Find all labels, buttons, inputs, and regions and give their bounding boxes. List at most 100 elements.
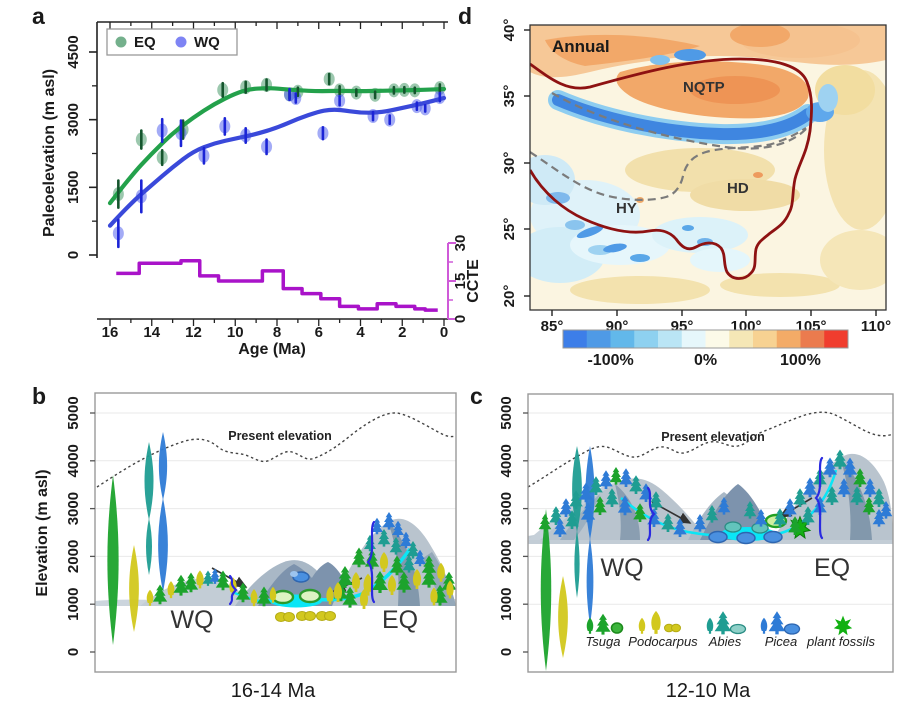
map-annual-label: Annual <box>552 37 610 56</box>
colorbar-segment <box>705 330 730 348</box>
elevation-range-brace <box>814 456 824 540</box>
panel-b-y-ticks: 0 1000 2000 3000 4000 5000 <box>65 396 95 656</box>
wq-label: WQ <box>170 606 213 634</box>
x-tick-label: 10 <box>227 324 244 341</box>
colorbar-label: 0% <box>694 352 717 369</box>
map-y-tick-label: 30° <box>501 152 518 175</box>
y-tick-label: 1000 <box>65 588 82 621</box>
panel-c-letter: c <box>470 383 483 409</box>
panel-c-taxa-legend: Tsuga Podocarpus Abies Picea plant fossi… <box>586 610 875 649</box>
map-x-tick-label: 85° <box>541 318 564 335</box>
legend-label-tsuga: Tsuga <box>586 634 621 649</box>
colorbar-segment <box>729 330 754 348</box>
ccte-tick-label: 30 <box>452 235 469 252</box>
y-tick-label: 2000 <box>498 540 515 573</box>
panel-c: c <box>470 383 894 702</box>
map-region-label-hy: HY <box>616 200 637 217</box>
tree-icon <box>599 470 613 489</box>
colorbar-label: -100% <box>587 352 633 369</box>
panel-c-caption: 12-10 Ma <box>666 680 751 702</box>
tsuga-tree-icon <box>595 613 611 635</box>
panel-d: d <box>458 3 891 369</box>
legend-swatch-wq <box>175 36 187 48</box>
x-tick-label: 4 <box>356 324 365 341</box>
legend-label-eq: EQ <box>134 34 156 51</box>
picea-fossil-icon <box>783 623 801 635</box>
legend-label-plant-fossils: plant fossils <box>806 634 875 649</box>
y-tick-label: 0 <box>498 648 515 656</box>
map-region-label-nqtp: NQTP <box>683 79 725 96</box>
y-tick-label: 4000 <box>65 444 82 477</box>
ccte-tick-label: 15 <box>452 273 469 290</box>
map-positive-anomaly-patches <box>570 65 886 304</box>
podocarpus-fossil-icon <box>664 623 681 633</box>
legend-swatch-eq <box>115 36 127 48</box>
eq-trend-line <box>107 86 447 206</box>
plant-fossil-leaf-icon <box>833 615 853 636</box>
y-tick-label: 3000 <box>65 103 82 136</box>
plateau-outline-contour <box>530 57 813 280</box>
podocarpus-fossil-icons <box>275 611 336 622</box>
y-tick-label: 4500 <box>65 35 82 68</box>
panel-c-trees-violins <box>538 446 893 671</box>
y-tick-label: 5000 <box>498 396 515 429</box>
colorbar-segment <box>681 330 706 348</box>
colorbar-segment <box>824 330 849 348</box>
taxa-elevation-violin <box>158 432 168 500</box>
y-tick-label: 2000 <box>65 540 82 573</box>
y-tick-label: 0 <box>65 251 82 259</box>
taxa-elevation-violin <box>146 518 152 575</box>
panel-b-letter: b <box>32 383 46 409</box>
ccte-step-line <box>116 258 438 312</box>
map-y-tick-label: 25° <box>501 218 518 241</box>
y-tick-label: 1500 <box>65 171 82 204</box>
abies-tree-icon <box>714 611 732 635</box>
colorbar-segment <box>753 330 778 348</box>
picea-fossil-icon <box>290 571 298 577</box>
panel-d-letter: d <box>458 3 472 29</box>
elevation-range-brace <box>646 486 656 542</box>
wq-label: WQ <box>600 554 643 582</box>
elevation-range-brace <box>228 574 238 606</box>
map-region-label-hd: HD <box>727 180 749 197</box>
x-tick-label: 14 <box>143 324 160 341</box>
colorbar-label: 100% <box>780 352 821 369</box>
tree-icon <box>619 468 633 487</box>
taxa-elevation-violin <box>540 509 552 671</box>
taxa-elevation-violin <box>158 498 168 592</box>
colorbar-segment <box>658 330 683 348</box>
taxa-elevation-violin <box>144 442 154 520</box>
ccte-axis-title: CCTE <box>465 259 482 303</box>
legend-label-podocarpus: Podocarpus <box>628 634 698 649</box>
taxa-elevation-violin <box>129 545 139 632</box>
map-y-tick-label: 40° <box>501 19 518 42</box>
podocarpus-tree-icon <box>651 610 661 634</box>
downslope-arrow <box>211 567 248 588</box>
legend-label-abies: Abies <box>708 634 742 649</box>
y-tick-label: 0 <box>65 648 82 656</box>
colorbar-segment <box>800 330 825 348</box>
map-axes-and-colorbar: 85° 90° 95° 100° 105° 110°20°25°30°35°40°-100… <box>501 19 891 369</box>
x-tick-label: 12 <box>185 324 202 341</box>
map-x-tick-label: 110° <box>861 318 891 335</box>
eq-label: EQ <box>814 554 850 582</box>
y-tick-label: 3000 <box>65 492 82 525</box>
panel-c-y-ticks: 0 1000 2000 3000 4000 5000 <box>498 396 528 656</box>
map-art <box>530 25 886 310</box>
panel-b-y-axis-title: Elevation (m asl) <box>34 469 51 596</box>
panel-a-y-axis-title: Paleoelevation (m asl) <box>41 69 58 237</box>
map-y-tick-label: 20° <box>501 285 518 308</box>
taxa-elevation-violin <box>574 530 580 598</box>
y-tick-label: 4000 <box>498 444 515 477</box>
colorbar-segment <box>776 330 801 348</box>
y-tick-label: 1000 <box>498 588 515 621</box>
abies-tree-icon <box>706 617 714 634</box>
colorbar-frame <box>562 329 849 349</box>
colorbar-segment <box>610 330 635 348</box>
legend-box <box>106 28 238 56</box>
y-tick-label: 5000 <box>65 396 82 429</box>
map-y-tick-label: 35° <box>501 85 518 108</box>
elevation-range-brace <box>366 520 376 604</box>
taxa-elevation-violin <box>107 475 119 645</box>
